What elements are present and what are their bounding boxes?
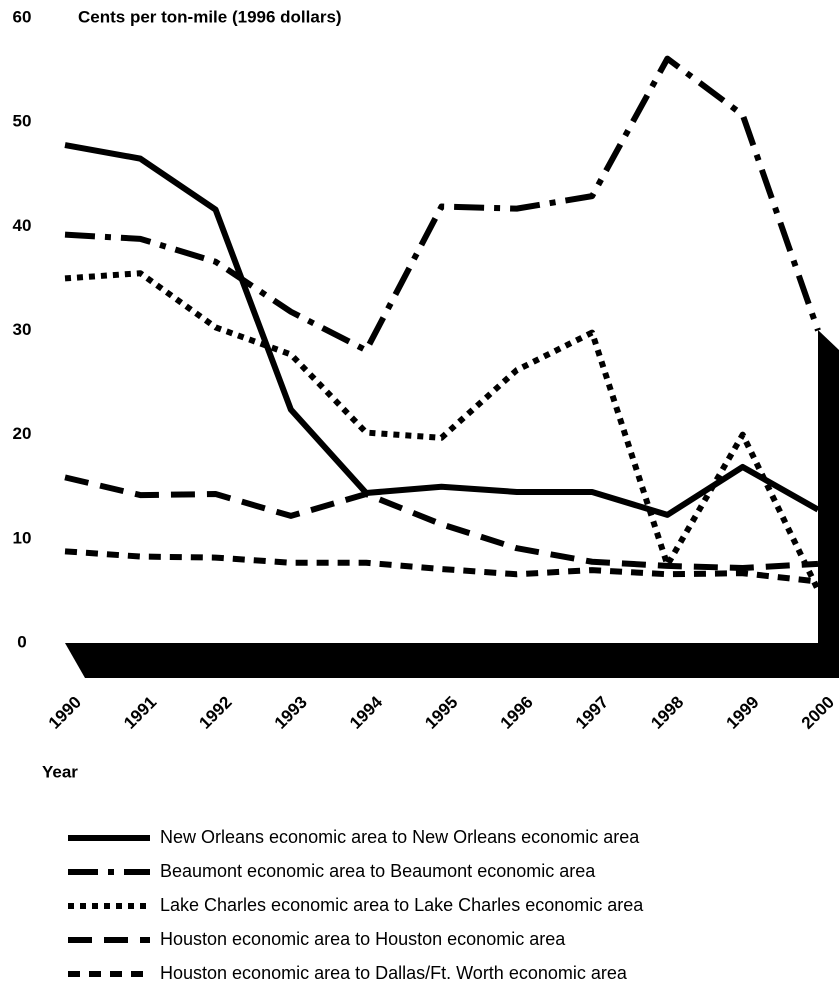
x-tick-label: 1995 xyxy=(421,693,461,733)
data-line xyxy=(64,142,820,518)
y-tick-label: 0 xyxy=(17,632,26,651)
chart-title: Cents per ton-mile (1996 dollars) xyxy=(78,7,342,26)
y-tick-label: 50 xyxy=(13,112,32,131)
legend-label: Lake Charles economic area to Lake Charl… xyxy=(160,895,644,915)
x-axis-label: Year xyxy=(42,762,78,781)
y-tick-label: 20 xyxy=(13,424,32,443)
x-tick-label: 1996 xyxy=(497,693,537,733)
x-tick-label: 1991 xyxy=(120,693,160,733)
y-tick-label: 60 xyxy=(13,7,32,26)
chart-floor xyxy=(65,643,839,678)
x-tick-label: 1994 xyxy=(346,692,387,733)
x-tick-label: 1990 xyxy=(45,693,85,733)
y-tick-label: 30 xyxy=(13,320,32,339)
data-line xyxy=(64,474,819,571)
x-tick-label: 2000 xyxy=(798,693,838,733)
chart-wall xyxy=(818,330,839,678)
x-tick-label: 1992 xyxy=(195,693,235,733)
x-tick-label: 1993 xyxy=(271,693,311,733)
x-tick-label: 1997 xyxy=(572,693,612,733)
legend-label: Beaumont economic area to Beaumont econo… xyxy=(160,861,596,881)
legend-label: Houston economic area to Dallas/Ft. Wort… xyxy=(160,963,628,983)
x-tick-label: 1998 xyxy=(647,693,687,733)
x-tick-label: 1999 xyxy=(723,693,763,733)
y-tick-label: 40 xyxy=(13,216,32,235)
legend-label: New Orleans economic area to New Orleans… xyxy=(160,827,640,847)
legend-label: Houston economic area to Houston economi… xyxy=(160,929,566,949)
data-line xyxy=(64,270,821,592)
data-line xyxy=(64,55,821,354)
y-tick-label: 10 xyxy=(13,528,32,547)
